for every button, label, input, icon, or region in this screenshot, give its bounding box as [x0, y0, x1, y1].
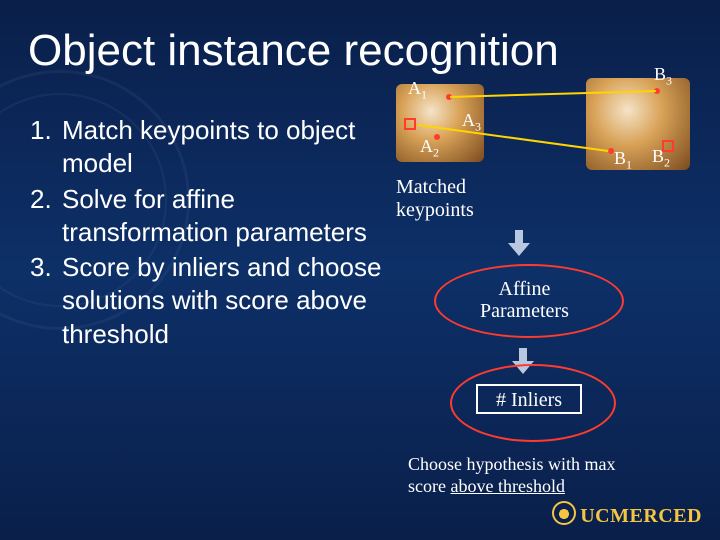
keypoint-label: A1 — [408, 78, 427, 103]
numbered-list: 1. Match keypoints to object model 2. So… — [30, 114, 390, 353]
matched-keypoints-label: Matched keypoints — [396, 176, 474, 222]
arrow-icon — [512, 348, 534, 374]
list-item: 1. Match keypoints to object model — [30, 114, 390, 181]
keypoint-label: A2 — [420, 136, 439, 161]
arrow-icon — [508, 230, 530, 256]
affine-params-label: AffineParameters — [480, 278, 569, 322]
list-num: 3. — [30, 251, 62, 351]
pipeline-diagram: A1A2A3B1B2B3 Matched keypoints AffinePar… — [390, 78, 700, 518]
matched-line1: Matched — [396, 176, 466, 198]
list-num: 1. — [30, 114, 62, 181]
list-item: 3. Score by inliers and choose solutions… — [30, 251, 390, 351]
keypoint-label: B1 — [614, 148, 632, 173]
list-item: 2. Solve for affine transformation param… — [30, 183, 390, 250]
ucmerced-logo: UCMERCED — [552, 501, 702, 528]
matched-line2: keypoints — [396, 199, 474, 221]
keypoint-label: B3 — [654, 64, 672, 89]
list-text: Score by inliers and choose solutions wi… — [62, 251, 390, 351]
list-text: Match keypoints to object model — [62, 114, 390, 181]
inliers-box: # Inliers — [476, 384, 582, 414]
choose-hypothesis-text: Choose hypothesis with max score above t… — [408, 454, 616, 497]
keypoint-box — [404, 118, 416, 130]
slide-title: Object instance recognition — [28, 26, 559, 76]
keypoint-label: B2 — [652, 146, 670, 171]
list-text: Solve for affine transformation paramete… — [62, 183, 390, 250]
list-num: 2. — [30, 183, 62, 250]
